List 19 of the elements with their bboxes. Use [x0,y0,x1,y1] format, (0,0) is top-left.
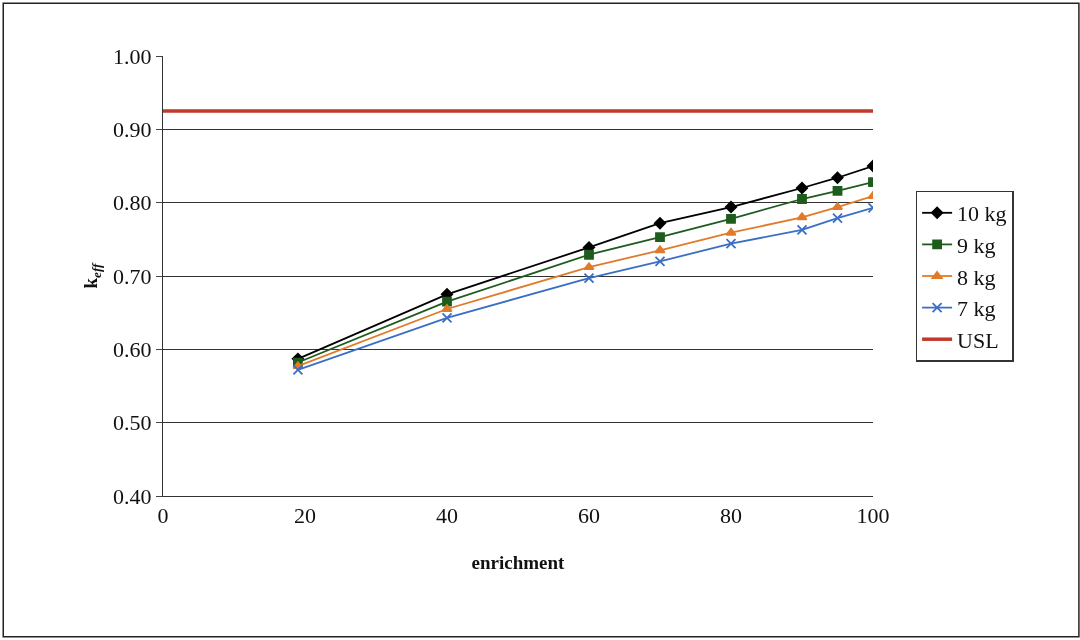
legend-label: 7 kg [957,296,996,322]
legend-label: 8 kg [957,264,996,290]
x-axis-title: enrichment [471,552,566,574]
legend-label: 9 kg [957,232,996,258]
x-tick-label: 40 [436,503,458,529]
x-tick-label: 80 [720,503,742,529]
y-tick-label: 0.80 [113,190,152,216]
y-tick-label: 0.90 [113,117,152,143]
x-tick-label: 60 [578,503,600,529]
legend-label: USL [957,327,999,353]
x-tick-label: 0 [157,503,169,529]
x-tick-label: 100 [856,503,890,529]
y-tick-label: 0.50 [113,410,152,436]
legend-label: 10 kg [957,201,1007,227]
y-tick-label: 0.70 [113,263,152,289]
x-tick-label: 20 [294,503,316,529]
y-tick-label: 0.40 [113,483,152,509]
y-tick-label: 1.00 [113,43,152,69]
y-tick-label: 0.60 [113,337,152,363]
